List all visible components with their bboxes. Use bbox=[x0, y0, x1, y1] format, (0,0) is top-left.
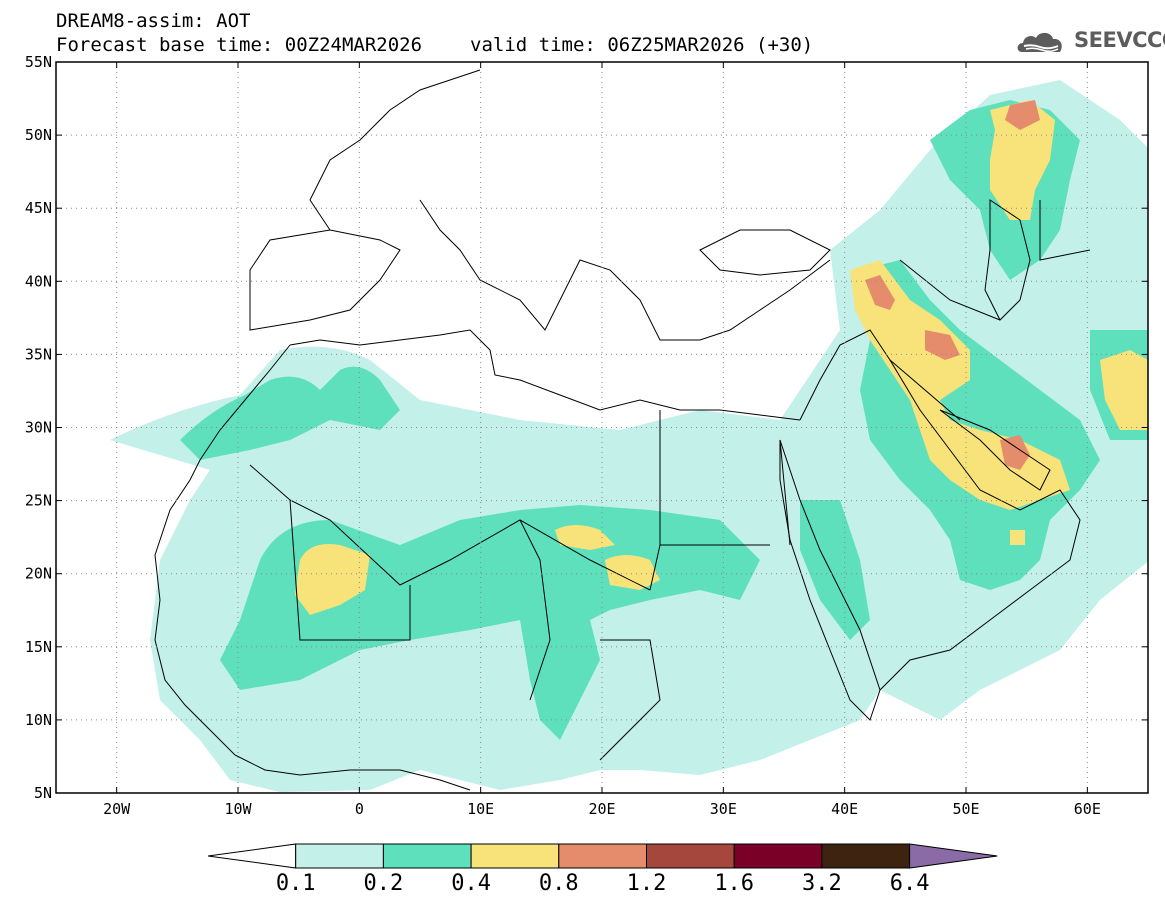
country-lines bbox=[249, 200, 1091, 761]
coastlines-borders bbox=[154, 69, 1091, 791]
lon-tick-label: 10W bbox=[224, 800, 252, 818]
lon-tick-label: 50E bbox=[952, 800, 979, 818]
coastline-north-africa bbox=[289, 329, 801, 421]
colorbar-segment bbox=[646, 843, 735, 869]
colorbar-segment bbox=[821, 843, 911, 869]
lon-tick-label: 0 bbox=[355, 800, 364, 818]
colorbar-arrow-high bbox=[909, 843, 998, 869]
lat-tick-label: 40N bbox=[25, 272, 52, 290]
lon-tick-label: 40E bbox=[831, 800, 858, 818]
lat-axis: 55N 50N 45N 40N 35N 30N 25N 20N 15N 10N 5N bbox=[25, 53, 1148, 802]
colorbar-segment bbox=[733, 843, 823, 869]
caspian-sea bbox=[984, 199, 1031, 321]
colorbar-segment bbox=[558, 843, 647, 869]
colorbar-label: 0.1 bbox=[276, 871, 316, 896]
colorbar-label: 0.8 bbox=[539, 871, 579, 896]
lon-tick-label: 20E bbox=[588, 800, 615, 818]
colorbar-label: 6.4 bbox=[890, 871, 930, 896]
lat-tick-label: 25N bbox=[25, 492, 52, 510]
aot-field bbox=[110, 80, 1148, 792]
colorbar-label: 1.2 bbox=[627, 871, 667, 896]
colorbar-segment bbox=[470, 843, 560, 869]
time-info: Forecast base time: 00Z24MAR2026 valid ti… bbox=[56, 34, 813, 56]
iberia bbox=[249, 229, 401, 331]
lat-tick-label: 50N bbox=[25, 126, 52, 144]
coastline-africa-west bbox=[154, 344, 471, 791]
lon-tick-label: 20W bbox=[103, 800, 131, 818]
lat-tick-label: 45N bbox=[25, 199, 52, 217]
arabian-peninsula bbox=[799, 329, 1081, 691]
lat-tick-label: 35N bbox=[25, 345, 52, 363]
lat-tick-label: 10N bbox=[25, 711, 52, 729]
colorbar-arrow-low bbox=[207, 843, 297, 869]
grid bbox=[56, 62, 1148, 793]
lat-tick-label: 55N bbox=[25, 53, 52, 71]
lon-tick-label: 60E bbox=[1074, 800, 1101, 818]
europe-coast bbox=[309, 69, 831, 341]
colorbar-segment bbox=[382, 843, 472, 869]
lon-tick-label: 30E bbox=[710, 800, 737, 818]
valid-time: valid time: 06Z25MAR2026 (+30) bbox=[470, 34, 814, 56]
colorbar-label: 0.2 bbox=[364, 871, 404, 896]
lon-tick-label: 10E bbox=[467, 800, 494, 818]
cloud-icon bbox=[1017, 32, 1062, 53]
lat-tick-label: 20N bbox=[25, 565, 52, 583]
seevccc-logo: SEEVCCC bbox=[1016, 26, 1165, 56]
colorbar-label: 1.6 bbox=[714, 871, 754, 896]
lat-tick-label: 5N bbox=[34, 784, 52, 802]
map-frame bbox=[55, 61, 1149, 794]
lon-axis: 20W 10W 0 10E 20E 30E 40E 50E 60E bbox=[103, 62, 1101, 818]
colorbar-segment bbox=[295, 843, 384, 869]
colorbar-label: 0.4 bbox=[451, 871, 491, 896]
black-sea bbox=[699, 229, 831, 276]
map-title: DREAM8-assim: AOT bbox=[56, 10, 251, 32]
logo-text: SEEVCCC bbox=[1074, 28, 1165, 52]
lat-tick-label: 30N bbox=[25, 419, 52, 437]
lat-tick-label: 15N bbox=[25, 638, 52, 656]
base-time: Forecast base time: 00Z24MAR2026 bbox=[56, 34, 423, 56]
colorbar: 0.1 0.2 0.4 0.8 1.2 1.6 3.2 6.4 bbox=[207, 843, 998, 896]
persian-gulf bbox=[939, 409, 1051, 491]
colorbar-label: 3.2 bbox=[802, 871, 842, 896]
aot-level-0-8 bbox=[865, 100, 1040, 470]
